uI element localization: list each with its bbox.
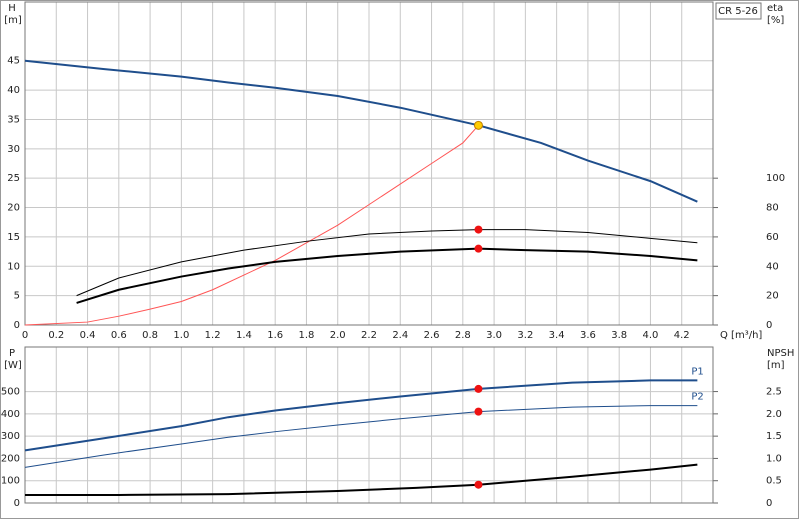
x-tick-label: 3.0 — [486, 330, 502, 341]
y2-tick-label: 1.0 — [766, 453, 782, 464]
y-tick-label: 300 — [1, 431, 20, 442]
x-tick-label: 1.0 — [173, 330, 189, 341]
point — [474, 244, 483, 253]
y-tick-label: 0 — [14, 498, 20, 509]
curve — [24, 59, 698, 203]
y2-axis-label: NPSH — [767, 348, 794, 359]
x-axis-label: Q [m³/h] — [720, 330, 762, 341]
y2-tick-label: 100 — [766, 173, 785, 184]
y2-tick-label: 1.5 — [766, 431, 782, 442]
y-tick-label: 400 — [1, 409, 20, 420]
y-tick-label: 30 — [7, 144, 20, 155]
y-tick-label: 15 — [7, 232, 20, 243]
curve — [25, 463, 698, 496]
x-tick-label: 4.2 — [674, 330, 690, 341]
curve — [76, 247, 698, 304]
x-tick-label: 2.6 — [424, 330, 440, 341]
y-tick-label: 20 — [7, 203, 20, 214]
plot-frame — [24, 346, 714, 504]
curve — [24, 405, 698, 468]
y-axis-label: H — [8, 3, 16, 14]
curve-label: P1 — [691, 366, 703, 377]
x-tick-label: 3.2 — [517, 330, 533, 341]
y-axis-unit: [W] — [4, 360, 22, 371]
point — [474, 384, 483, 393]
y2-axis-unit: [%] — [767, 15, 784, 26]
point — [473, 120, 483, 130]
point — [474, 225, 483, 234]
curve-label: P2 — [691, 392, 703, 403]
y2-tick-label: 0.5 — [766, 476, 782, 487]
plot-frame — [24, 1, 714, 326]
y-tick-label: 25 — [7, 173, 20, 184]
y-axis-unit: [m] — [4, 15, 22, 26]
y-tick-label: 0 — [14, 320, 20, 331]
y2-tick-label: 40 — [766, 261, 779, 272]
x-tick-label: 3.8 — [611, 330, 627, 341]
curve — [24, 124, 479, 326]
title-box — [715, 2, 762, 20]
y-tick-label: 45 — [7, 56, 20, 67]
x-tick-label: 1.4 — [236, 330, 252, 341]
y-tick-label: 10 — [7, 261, 20, 272]
x-tick-label: 2.2 — [361, 330, 377, 341]
y-tick-label: 5 — [14, 291, 20, 302]
y2-tick-label: 80 — [766, 203, 779, 214]
y-tick-label: 35 — [7, 114, 20, 125]
y2-tick-label: 60 — [766, 232, 779, 243]
y-tick-label: 200 — [1, 453, 20, 464]
y-axis-label: P — [9, 348, 15, 359]
y-tick-label: 100 — [1, 476, 20, 487]
y2-tick-label: 0 — [766, 320, 772, 331]
x-tick-label: 2.8 — [455, 330, 471, 341]
chart-title: CR 5-26 — [718, 6, 758, 17]
curve — [76, 229, 698, 297]
x-tick-label: 1.8 — [299, 330, 315, 341]
x-tick-label: 3.4 — [549, 330, 565, 341]
x-tick-label: 4.0 — [643, 330, 659, 341]
x-tick-label: 0.4 — [80, 330, 96, 341]
y2-tick-label: 0 — [766, 498, 772, 509]
curve — [24, 379, 698, 452]
x-tick-label: 0.8 — [142, 330, 158, 341]
x-tick-label: 1.6 — [267, 330, 283, 341]
x-tick-label: 3.6 — [580, 330, 596, 341]
y2-tick-label: 2.5 — [766, 387, 782, 398]
y2-axis-label: eta — [767, 3, 783, 14]
x-tick-label: 0.2 — [48, 330, 64, 341]
y-tick-label: 40 — [7, 85, 20, 96]
y2-axis-unit: [m] — [767, 360, 785, 371]
y2-tick-label: 20 — [766, 291, 779, 302]
x-tick-label: 2.0 — [330, 330, 346, 341]
x-tick-label: 2.4 — [392, 330, 408, 341]
point — [474, 407, 483, 416]
x-tick-label: 0.6 — [111, 330, 127, 341]
y-tick-label: 500 — [1, 387, 20, 398]
x-tick-label: 0 — [22, 330, 28, 341]
x-tick-label: 1.2 — [205, 330, 221, 341]
y2-tick-label: 2.0 — [766, 409, 782, 420]
point — [474, 480, 483, 489]
